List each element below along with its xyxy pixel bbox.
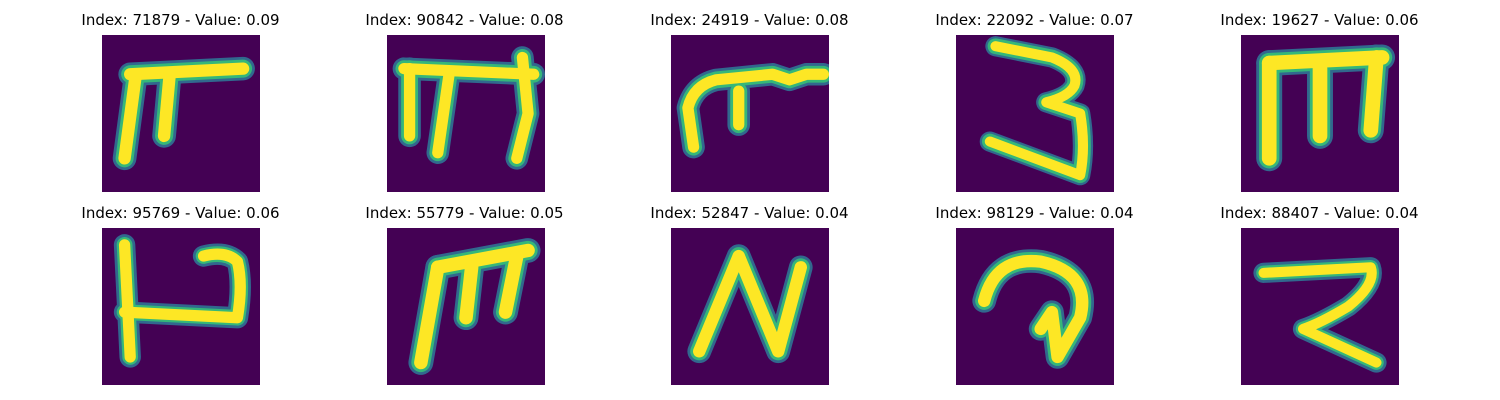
- panel-title: Index: 98129 - Value: 0.04: [935, 204, 1134, 222]
- panel-4: Index: 22092 - Value: 0.07: [892, 0, 1177, 192]
- glyph-52847-icon: [671, 228, 829, 385]
- panel-title: Index: 71879 - Value: 0.09: [81, 11, 280, 29]
- panel-title: Index: 95769 - Value: 0.06: [81, 204, 280, 222]
- panel-1: Index: 71879 - Value: 0.09: [38, 0, 323, 192]
- glyph-24919-icon: [671, 35, 829, 192]
- glyph-90842-icon: [387, 35, 545, 192]
- panel-title: Index: 24919 - Value: 0.08: [650, 11, 849, 29]
- panel-title: Index: 19627 - Value: 0.06: [1220, 11, 1419, 29]
- panel-3: Index: 24919 - Value: 0.08: [607, 0, 892, 192]
- glyph-19627-icon: [1241, 35, 1399, 192]
- panel-5: Index: 19627 - Value: 0.06: [1177, 0, 1462, 192]
- glyph-95769-icon: [102, 228, 260, 385]
- panel-title: Index: 22092 - Value: 0.07: [935, 11, 1134, 29]
- panel-8: Index: 52847 - Value: 0.04: [607, 193, 892, 385]
- glyph-98129-icon: [956, 228, 1114, 385]
- glyph-71879-icon: [102, 35, 260, 192]
- panel-6: Index: 95769 - Value: 0.06: [38, 193, 323, 385]
- panel-title: Index: 90842 - Value: 0.08: [365, 11, 564, 29]
- glyph-88407-icon: [1241, 228, 1399, 385]
- panel-7: Index: 55779 - Value: 0.05: [322, 193, 607, 385]
- glyph-22092-icon: [956, 35, 1114, 192]
- panel-title: Index: 88407 - Value: 0.04: [1220, 204, 1419, 222]
- panel-10: Index: 88407 - Value: 0.04: [1177, 193, 1462, 385]
- glyph-55779-icon: [387, 228, 545, 385]
- panel-title: Index: 52847 - Value: 0.04: [650, 204, 849, 222]
- panel-title: Index: 55779 - Value: 0.05: [365, 204, 564, 222]
- panel-9: Index: 98129 - Value: 0.04: [892, 193, 1177, 385]
- panel-2: Index: 90842 - Value: 0.08: [322, 0, 607, 192]
